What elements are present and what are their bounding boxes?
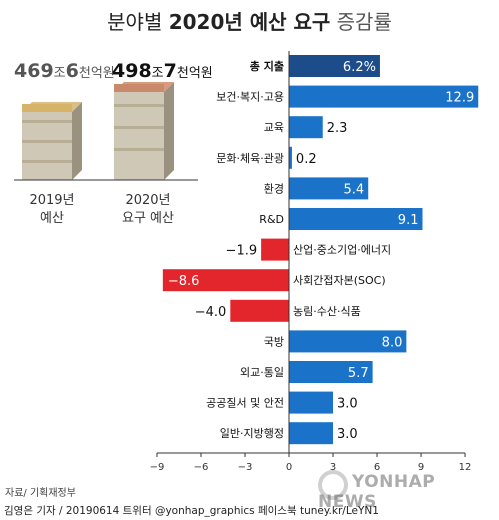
- category-label: 사회간접자본(SOC): [293, 274, 386, 287]
- bars-group: 총 지출 6.2% 보건·복지·고용 12.9 교육 2.3 문화·체육·관광 0.2 환경 5.…: [162, 55, 479, 445]
- value-label: 5.7: [348, 366, 369, 381]
- money-stack-2020: [114, 82, 174, 180]
- value-label: 3.0: [337, 397, 358, 412]
- value-label: −1.9: [226, 244, 258, 259]
- budget-2020-num-b: 7: [163, 60, 177, 82]
- value-label: 5.4: [344, 182, 365, 197]
- category-label: 농림·수산·식품: [293, 305, 361, 318]
- value-label: −4.0: [195, 305, 227, 320]
- budget-2020-amount: 498조7천억원: [112, 60, 213, 82]
- bar: [162, 269, 289, 292]
- bar: [289, 55, 380, 77]
- category-label: 산업·중소기업·에너지: [293, 244, 391, 257]
- watermark: YONHAP NEWS: [318, 472, 499, 512]
- category-label: 공공질서 및 안전: [206, 397, 284, 410]
- credit-line: 김영은 기자 / 20190614 트위터 @yonhap_graphics 페…: [4, 505, 379, 517]
- value-label: 9.1: [398, 213, 419, 228]
- title-part2: 2020년 예산 요구: [168, 10, 331, 34]
- bar: [289, 85, 479, 108]
- bar: [289, 208, 423, 230]
- x-tick-label: −6: [194, 462, 209, 473]
- title-part3: 증감률: [336, 10, 392, 34]
- yonhap-logo-icon: [318, 470, 348, 500]
- value-label: 0.2: [296, 152, 317, 167]
- x-tick-label: 12: [459, 462, 472, 473]
- bar: [289, 391, 334, 414]
- bar: [289, 330, 407, 353]
- category-label: 환경: [264, 182, 284, 195]
- x-axis: −9 −6 −3 0 3 6 9 12: [150, 51, 472, 473]
- title-part1: 분야별: [107, 10, 163, 34]
- category-label: 문화·체육·관광: [216, 152, 284, 165]
- x-tick-label: −3: [238, 462, 253, 473]
- category-label: 교육: [264, 121, 284, 134]
- bar: [289, 177, 369, 200]
- category-label: 외교·통일: [240, 365, 284, 379]
- budget-2019-label-line2: 예산: [40, 211, 64, 226]
- watermark-text: YONHAP NEWS: [318, 472, 436, 512]
- x-tick-label: 9: [418, 462, 424, 473]
- budget-2020-unit-b: 천억원: [176, 66, 213, 81]
- budget-2020-label-line2: 요구 예산: [122, 211, 174, 226]
- bar: [230, 299, 289, 322]
- budget-2019-unit-a: 조: [53, 66, 66, 81]
- bar: [289, 116, 323, 139]
- budget-2019-unit-b: 천억원: [78, 66, 115, 81]
- chart-title: 분야별 2020년 예산 요구 증감률: [0, 6, 499, 35]
- x-tick-label: −9: [150, 462, 165, 473]
- value-label: 3.0: [337, 427, 358, 442]
- budget-2019-label-line1: 2019년: [29, 193, 75, 208]
- category-label: 국방: [264, 335, 284, 348]
- source-note: 자료/ 기획재정부: [5, 488, 76, 499]
- value-label: 6.2%: [343, 60, 376, 75]
- value-label: 2.3: [327, 121, 348, 136]
- budget-2020-label-line1: 2020년: [125, 193, 171, 208]
- bar: [261, 238, 289, 261]
- x-tick-label: 0: [286, 462, 292, 473]
- budget-2019-num-b: 6: [65, 60, 79, 82]
- bar: [289, 146, 292, 169]
- value-label: 8.0: [382, 335, 403, 350]
- money-stack-2019: [22, 102, 82, 180]
- budget-2020-unit-a: 조: [151, 66, 164, 81]
- budget-2020-num-a: 498: [112, 60, 152, 82]
- value-label: 12.9: [445, 91, 474, 106]
- category-label: 보건·복지·고용: [216, 91, 284, 104]
- x-tick-label: 6: [374, 462, 380, 473]
- category-label: 총 지출: [250, 59, 284, 73]
- category-label: 일반·지방행정: [220, 426, 284, 440]
- x-tick-label: 3: [330, 462, 336, 473]
- category-label: R&D: [259, 213, 284, 226]
- budget-2019-amount: 469조6천억원: [14, 60, 115, 82]
- bar: [289, 361, 373, 383]
- budget-2019-num-a: 469: [14, 60, 54, 82]
- value-label: −8.6: [168, 274, 200, 289]
- bar: [289, 422, 334, 445]
